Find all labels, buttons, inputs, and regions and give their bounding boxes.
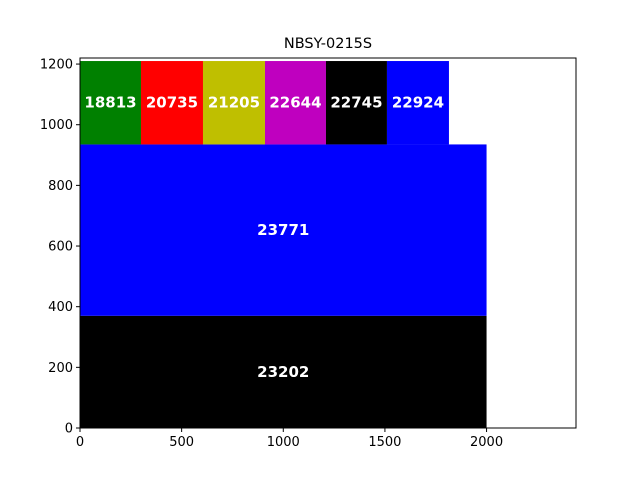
axes-frame bbox=[79, 57, 577, 429]
rectangle-label-22924: 22924 bbox=[392, 94, 444, 112]
x-tick-label: 2000 bbox=[470, 435, 503, 450]
y-tick-label: 0 bbox=[65, 422, 73, 437]
rectangle-18813 bbox=[80, 61, 141, 145]
y-tick-label: 1200 bbox=[40, 58, 73, 73]
y-tick-label: 800 bbox=[48, 179, 73, 194]
x-tick-label: 1500 bbox=[368, 435, 401, 450]
rectangle-label-21205: 21205 bbox=[208, 94, 260, 112]
x-tick-label: 1000 bbox=[267, 435, 300, 450]
rectangle-label-22644: 22644 bbox=[269, 94, 321, 112]
y-tick-label: 600 bbox=[48, 240, 73, 255]
rectangle-23771 bbox=[80, 144, 487, 316]
rectangle-23202 bbox=[80, 315, 487, 428]
rectangle-label-20735: 20735 bbox=[146, 94, 198, 112]
rectangle-21205 bbox=[202, 61, 265, 145]
rectangle-label-22745: 22745 bbox=[330, 94, 382, 112]
x-tick-label: 0 bbox=[76, 435, 84, 450]
y-axis-ticks: 0 200 400 600 800 1000 1200 bbox=[40, 58, 80, 437]
y-tick-label: 200 bbox=[48, 361, 73, 376]
rectangle-labels-group: 23202 23771 18813 20735 21205 22644 22745 22924 bbox=[84, 94, 444, 381]
y-tick-label: 400 bbox=[48, 300, 73, 315]
rectangle-22644 bbox=[264, 61, 326, 145]
chart-title: NBSY-0215S bbox=[284, 36, 372, 52]
rectangle-label-23202: 23202 bbox=[257, 363, 309, 381]
y-tick-label: 1000 bbox=[40, 118, 73, 133]
rectangle-22924 bbox=[386, 61, 449, 145]
rectangle-20735 bbox=[140, 61, 203, 145]
rectangles-group bbox=[80, 61, 487, 428]
x-axis-ticks: 0 500 1000 1500 2000 bbox=[76, 428, 503, 450]
rectangle-label-18813: 18813 bbox=[84, 94, 136, 112]
x-tick-label: 500 bbox=[169, 435, 194, 450]
rectangle-22745 bbox=[325, 61, 387, 145]
rectangle-label-23771: 23771 bbox=[257, 221, 309, 239]
